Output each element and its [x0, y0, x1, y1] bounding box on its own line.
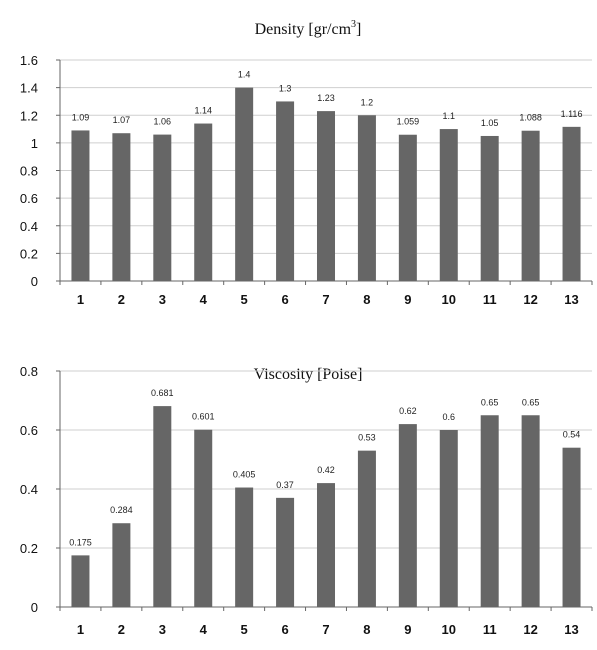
bar [153, 134, 172, 281]
x-tick-label: 11 [483, 622, 497, 637]
data-label: 0.62 [399, 406, 417, 416]
x-tick-label: 1 [77, 622, 84, 637]
data-label: 0.65 [481, 397, 499, 407]
y-tick-label: 1 [31, 136, 38, 151]
bar [439, 129, 458, 281]
bar [276, 101, 295, 281]
data-label: 1.07 [113, 115, 131, 125]
bar [316, 111, 336, 281]
bar [153, 406, 172, 607]
data-label: 1.1 [443, 111, 456, 121]
viscosity-chart: Viscosity [Poise] 0.1750.2840.6810.6010.… [20, 364, 593, 637]
data-label: 1.3 [279, 83, 292, 93]
y-tick-label: 0.4 [20, 482, 38, 497]
bar [71, 555, 90, 607]
x-tick-label: 6 [281, 292, 288, 307]
x-tick-label: 6 [281, 622, 288, 637]
bar [194, 429, 213, 607]
data-label: 0.65 [522, 397, 540, 407]
data-label: 1.2 [361, 97, 374, 107]
data-label: 0.405 [233, 470, 256, 480]
data-label: 0.681 [151, 388, 174, 398]
bar [235, 487, 254, 607]
data-label: 1.059 [397, 117, 420, 127]
data-label: 1.116 [561, 109, 583, 119]
data-label: 1.088 [519, 113, 542, 123]
bar [562, 126, 581, 281]
x-tick-label: 10 [442, 622, 456, 637]
bar [276, 497, 295, 607]
x-tick-label: 7 [322, 292, 329, 307]
y-tick-label: 0.2 [20, 246, 38, 261]
data-label: 1.06 [154, 117, 172, 127]
data-label: 1.23 [317, 93, 335, 103]
x-tick-label: 10 [442, 292, 456, 307]
y-tick-label: 0.6 [20, 191, 38, 206]
x-tick-label: 2 [118, 292, 125, 307]
y-tick-label: 0 [31, 274, 38, 289]
x-tick-label: 5 [241, 622, 248, 637]
data-label: 0.54 [563, 430, 581, 440]
bar [521, 130, 540, 281]
x-tick-label: 4 [200, 292, 208, 307]
bar [521, 415, 540, 607]
y-tick-label: 0.4 [20, 219, 38, 234]
x-tick-label: 9 [404, 622, 411, 637]
bar [562, 447, 581, 607]
y-tick-label: 0.8 [20, 164, 38, 179]
data-label: 1.4 [238, 70, 251, 80]
bar [112, 133, 131, 281]
y-tick-label: 1.6 [20, 53, 38, 68]
data-label: 0.175 [69, 537, 92, 547]
x-tick-label: 8 [363, 622, 370, 637]
x-tick-label: 11 [483, 292, 497, 307]
data-label: 0.6 [443, 412, 456, 422]
bar [112, 523, 131, 607]
y-tick-label: 1.2 [20, 108, 38, 123]
bar [439, 430, 458, 607]
x-tick-label: 5 [241, 292, 248, 307]
density-chart: Density [gr/cm3] 1.09 1.07 1.061.141.41.31… [20, 19, 593, 307]
y-tick-label: 1.4 [20, 81, 38, 96]
data-label: 0.601 [192, 412, 215, 422]
data-label: 1.14 [194, 106, 212, 116]
bar [398, 424, 417, 607]
y-tick-label: 0.6 [20, 423, 38, 438]
data-label: 0.284 [110, 505, 133, 515]
bar [316, 483, 336, 607]
x-tick-label: 7 [322, 622, 329, 637]
data-label: 0.42 [317, 465, 335, 475]
density-chart-title: Density [gr/cm3] [255, 19, 362, 38]
bar [480, 415, 499, 607]
viscosity-chart-title: Viscosity [Poise] [254, 366, 363, 383]
x-tick-label: 13 [564, 292, 578, 307]
y-tick-label: 0.8 [20, 364, 38, 379]
data-label: 1.09 [72, 112, 90, 122]
x-tick-label: 8 [363, 292, 370, 307]
x-tick-label: 12 [523, 622, 537, 637]
x-tick-label: 2 [118, 622, 125, 637]
bar [398, 134, 417, 281]
y-tick-label: 0 [31, 600, 38, 615]
data-label: 1.05 [481, 118, 499, 128]
x-tick-label: 3 [159, 292, 166, 307]
x-tick-label: 3 [159, 622, 166, 637]
x-tick-label: 13 [564, 622, 578, 637]
x-tick-label: 1 [77, 292, 84, 307]
x-tick-label: 12 [523, 292, 537, 307]
x-tick-label: 9 [404, 292, 411, 307]
bar [357, 450, 376, 607]
bar [357, 115, 376, 281]
bar [480, 135, 499, 281]
y-tick-label: 0.2 [20, 541, 38, 556]
bar [194, 123, 213, 281]
bar [71, 130, 90, 281]
data-label: 0.37 [276, 480, 294, 490]
x-tick-label: 4 [200, 622, 208, 637]
data-label: 0.53 [358, 433, 376, 443]
bar [235, 87, 254, 281]
